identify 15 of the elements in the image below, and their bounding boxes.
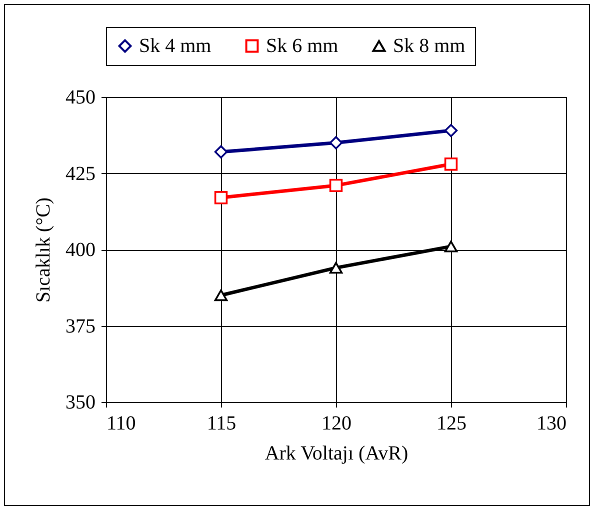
x-tick-label: 125 — [436, 412, 466, 434]
legend-label: Sk 4 mm — [139, 35, 212, 57]
y-tick-label: 350 — [66, 392, 96, 414]
x-tick-label: 110 — [106, 412, 136, 434]
y-tick-label: 400 — [66, 239, 96, 261]
legend-label: Sk 8 mm — [393, 35, 466, 57]
x-tick-label: 120 — [322, 412, 352, 434]
y-tick-label: 425 — [66, 162, 96, 185]
x-axis-title: Ark Voltajı (AvR) — [264, 442, 408, 464]
y-tick-label: 375 — [66, 315, 96, 338]
x-tick-label: 130 — [536, 412, 566, 434]
x-tick-label: 115 — [206, 412, 236, 434]
legend-label: Sk 6 mm — [266, 35, 339, 57]
y-tick-label: 450 — [66, 86, 96, 108]
y-axis-title: Sıcaklık (°C) — [32, 197, 54, 303]
